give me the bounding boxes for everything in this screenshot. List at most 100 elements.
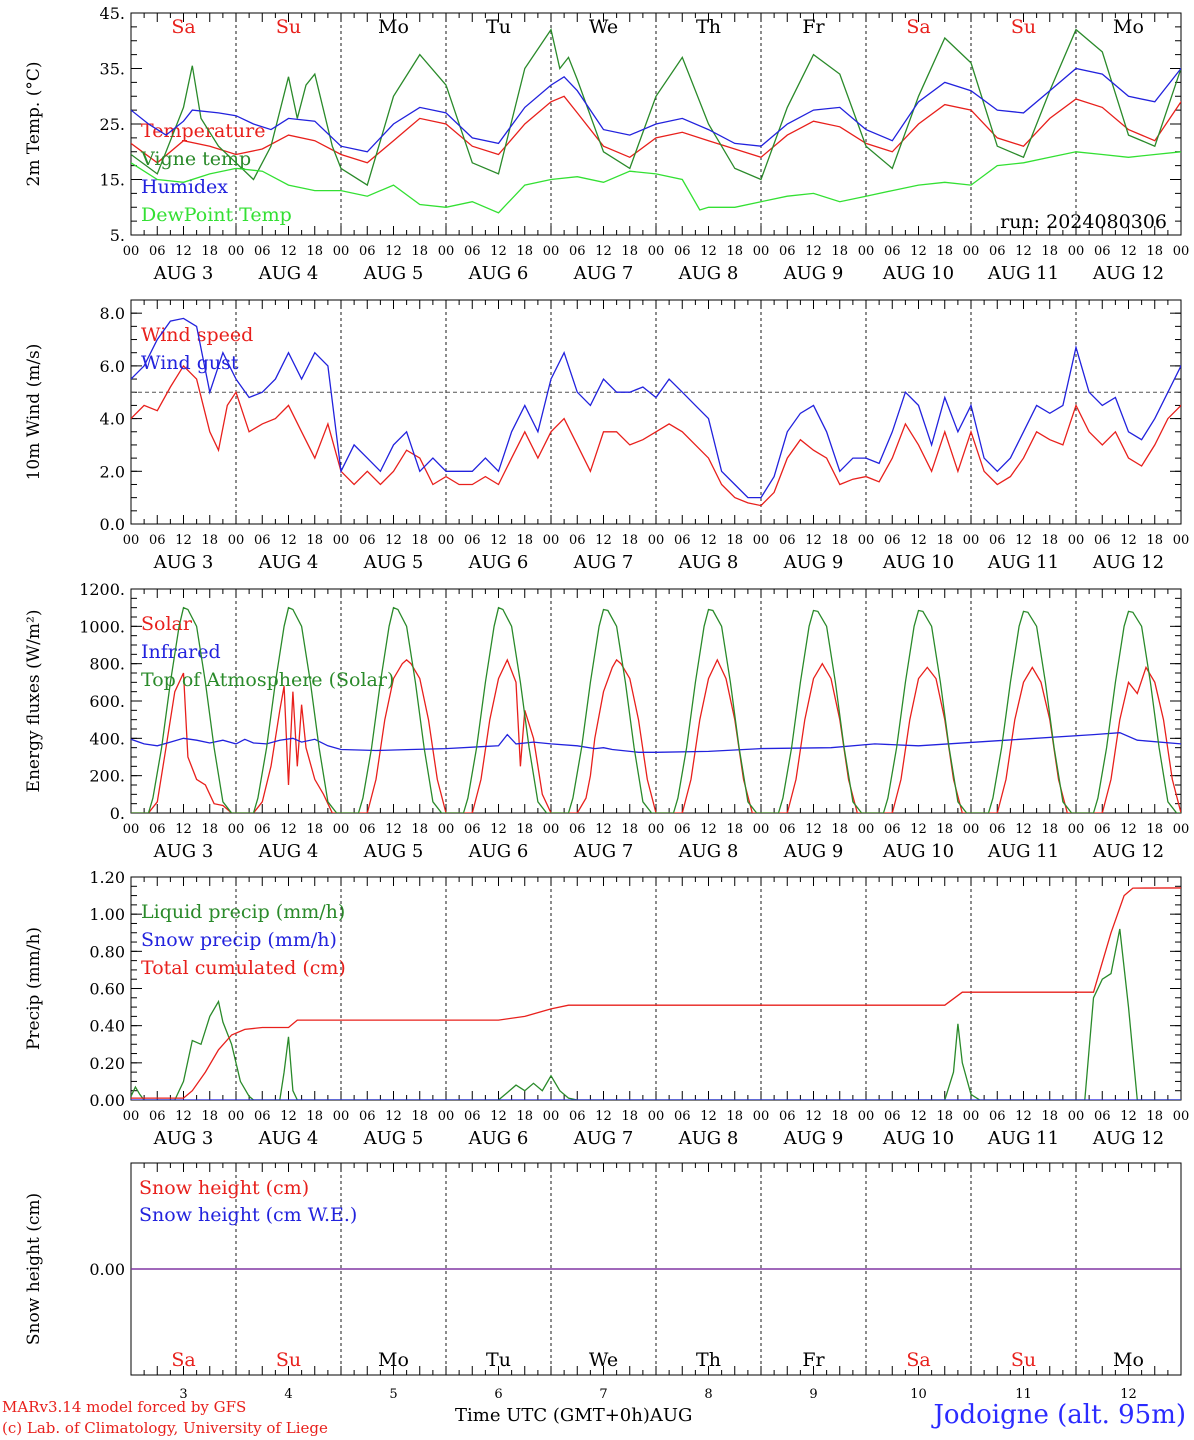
hour-tick-label: 00 <box>1068 822 1085 837</box>
credit-line-1: MARv3.14 model forced by GFS <box>2 1398 247 1416</box>
y-tick-label: 400. <box>89 729 125 748</box>
date-label: AUG 6 <box>468 1128 529 1149</box>
date-label: AUG 4 <box>258 1128 319 1149</box>
hour-tick-label: 12 <box>595 244 612 259</box>
weekday-label: Sa <box>171 16 195 38</box>
hour-tick-label: 00 <box>543 533 560 548</box>
date-label: AUG 12 <box>1092 1128 1164 1149</box>
legend-entry: Humidex <box>141 176 228 198</box>
y-axis-label: Energy fluxes (W/m²) <box>24 610 44 793</box>
date-label: AUG 7 <box>573 263 634 284</box>
hour-tick-label: 00 <box>648 822 665 837</box>
hour-tick-label: 00 <box>333 244 350 259</box>
hour-tick-label: 00 <box>438 822 455 837</box>
hour-tick-label: 12 <box>175 244 192 259</box>
day-number-label: 10 <box>910 1387 927 1402</box>
date-label: AUG 3 <box>153 1128 214 1149</box>
hour-tick-label: 06 <box>464 244 481 259</box>
date-label: AUG 8 <box>678 1128 739 1149</box>
hour-tick-label: 12 <box>1120 244 1137 259</box>
hour-tick-label: 12 <box>490 533 507 548</box>
panel-wind: 0.0 2.0 4.0 6.0 8.0 10m Wind (m/s) Wind speed W… <box>24 299 1189 573</box>
hour-tick-label: 06 <box>989 533 1006 548</box>
hour-tick-label: 18 <box>936 822 953 837</box>
hour-tick-label: 06 <box>989 822 1006 837</box>
hour-tick-label: 06 <box>674 1109 691 1124</box>
hour-tick-label: 12 <box>385 244 402 259</box>
weekday-label: Mo <box>1113 16 1144 38</box>
hour-tick-label: 12 <box>1120 533 1137 548</box>
hour-tick-label: 12 <box>1015 244 1032 259</box>
y-tick-label: 800. <box>89 655 125 674</box>
legend-entry: Snow height (cm) <box>139 1177 309 1199</box>
hour-tick-label: 00 <box>228 1109 245 1124</box>
hour-tick-label: 12 <box>805 533 822 548</box>
day-number-label: 12 <box>1120 1387 1137 1402</box>
weekday-label: Mo <box>378 1349 409 1371</box>
hour-tick-label: 18 <box>831 533 848 548</box>
y-tick-label: 8.0 <box>100 304 125 323</box>
y-axis-label: Precip (mm/h) <box>24 927 44 1050</box>
series-line-top-of-atmosphere-solar- <box>131 606 1181 813</box>
weekday-label: Tu <box>486 1349 511 1371</box>
hour-tick-label: 06 <box>1094 1109 1111 1124</box>
date-label: AUG 4 <box>258 263 319 284</box>
hour-tick-label: 18 <box>306 533 323 548</box>
panel-precip: 0.00 0.20 0.40 0.60 0.80 1.00 1.20 Precip (mm/h… <box>24 868 1190 1149</box>
date-label: AUG 3 <box>153 263 214 284</box>
hour-tick-label: 12 <box>595 533 612 548</box>
panel-temperature: 5.15.25.35.45.2m Temp. (°C) TemperatureVi… <box>24 4 1189 284</box>
date-label: AUG 5 <box>363 1128 424 1149</box>
legend-entry: Solar <box>141 613 193 635</box>
legend-entry: Vigne temp <box>140 148 251 170</box>
hour-tick-label: 12 <box>700 244 717 259</box>
weekday-label: Sa <box>906 1349 930 1371</box>
date-label: AUG 7 <box>573 552 634 573</box>
y-tick-label: 1000. <box>79 617 125 636</box>
y-tick-label: 0.00 <box>89 1091 125 1110</box>
hour-tick-label: 00 <box>228 244 245 259</box>
weekday-label: Mo <box>1113 1349 1144 1371</box>
panel-frame <box>130 299 1182 525</box>
hour-tick-label: 18 <box>831 1109 848 1124</box>
hour-tick-label: 18 <box>726 244 743 259</box>
hour-tick-label: 12 <box>490 1109 507 1124</box>
date-label: AUG 6 <box>468 263 529 284</box>
hour-tick-label: 12 <box>175 533 192 548</box>
hour-tick-label: 12 <box>280 1109 297 1124</box>
hour-tick-label: 06 <box>359 533 376 548</box>
hour-tick-label: 00 <box>1068 244 1085 259</box>
y-axis-label: 10m Wind (m/s) <box>24 344 44 481</box>
hour-tick-label: 18 <box>306 1109 323 1124</box>
y-tick-label: 0.0 <box>100 515 125 534</box>
y-tick-label: 0.20 <box>89 1054 125 1073</box>
hour-tick-label: 00 <box>333 822 350 837</box>
legend-entry: Infrared <box>141 641 221 663</box>
day-number-label: 4 <box>284 1387 292 1402</box>
weekday-label: Fr <box>802 16 825 38</box>
hour-tick-label: 06 <box>149 244 166 259</box>
date-label: AUG 10 <box>882 1128 954 1149</box>
hour-tick-label: 06 <box>779 822 796 837</box>
y-tick-label: 15. <box>100 171 125 190</box>
hour-tick-label: 00 <box>123 533 140 548</box>
series-line-wind-gust <box>131 317 1181 499</box>
hour-tick-label: 06 <box>254 1109 271 1124</box>
hour-tick-label: 00 <box>753 244 770 259</box>
series-line-dewpoint-temp <box>131 151 1181 214</box>
date-label: AUG 7 <box>573 1128 634 1149</box>
hour-tick-label: 06 <box>674 533 691 548</box>
hour-tick-label: 06 <box>779 1109 796 1124</box>
hour-tick-label: 12 <box>490 822 507 837</box>
weekday-label: We <box>589 1349 618 1371</box>
hour-tick-label: 00 <box>1173 1109 1190 1124</box>
hour-tick-label: 12 <box>595 822 612 837</box>
date-label: AUG 3 <box>153 841 214 862</box>
hour-tick-label: 18 <box>201 533 218 548</box>
legend-entry: Snow precip (mm/h) <box>141 929 337 951</box>
hour-tick-label: 12 <box>910 533 927 548</box>
legend-entry: DewPoint Temp <box>141 204 292 226</box>
y-tick-label: 6.0 <box>100 357 125 376</box>
hour-tick-label: 00 <box>858 244 875 259</box>
